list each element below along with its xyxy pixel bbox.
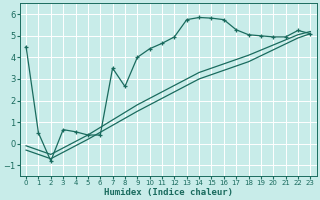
X-axis label: Humidex (Indice chaleur): Humidex (Indice chaleur) xyxy=(104,188,233,197)
